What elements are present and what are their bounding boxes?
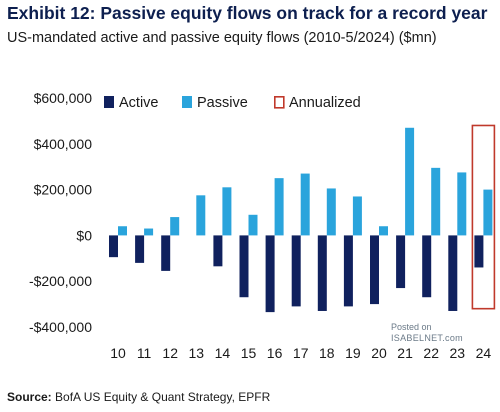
bar-active-10 [109, 235, 118, 258]
x-tick-11: 11 [137, 345, 152, 361]
chart-subtitle: US-mandated active and passive equity fl… [7, 30, 437, 46]
y-tick-5: -$400,000 [29, 319, 92, 335]
x-tick-20: 20 [371, 345, 387, 361]
bar-active-19 [343, 235, 353, 307]
bar-active-20 [370, 235, 379, 305]
x-tick-13: 13 [189, 345, 205, 361]
y-tick-3: $0 [76, 227, 92, 243]
bar-annualized-24 [471, 124, 496, 310]
watermark-site: ISABELNET.com [391, 333, 463, 343]
x-tick-14: 14 [215, 345, 231, 361]
bar-passive-21 [405, 127, 415, 236]
legend-swatch-annualized [273, 96, 285, 109]
watermark-posted-on: Posted on [391, 322, 432, 332]
bar-passive-13 [196, 195, 206, 236]
bar-active-18 [317, 235, 327, 311]
x-tick-19: 19 [345, 345, 361, 361]
x-tick-10: 10 [110, 345, 126, 361]
bar-active-24 [474, 235, 484, 268]
bar-passive-24 [483, 189, 493, 236]
bar-passive-23 [457, 172, 467, 236]
bar-passive-14 [222, 187, 232, 236]
bar-active-21 [396, 235, 406, 289]
x-tick-21: 21 [397, 345, 413, 361]
legend: Active Passive Annualized [104, 95, 361, 111]
legend-swatch-active [104, 96, 114, 108]
bar-passive-16 [274, 178, 284, 236]
bar-passive-17 [300, 173, 310, 236]
bar-active-23 [448, 235, 458, 311]
x-tick-18: 18 [319, 345, 335, 361]
y-tick-2: $200,000 [34, 182, 93, 198]
bar-passive-10 [118, 226, 127, 236]
x-tick-17: 17 [293, 345, 309, 361]
bar-passive-19 [352, 196, 362, 236]
source-text: BofA US Equity & Quant Strategy, EPFR [55, 390, 271, 404]
bar-passive-15 [248, 214, 258, 236]
legend-label-passive: Passive [197, 95, 248, 111]
x-tick-16: 16 [267, 345, 283, 361]
bars [109, 124, 496, 313]
x-tick-15: 15 [241, 345, 257, 361]
chart-title: Exhibit 12: Passive equity flows on trac… [7, 3, 488, 23]
legend-label-annualized: Annualized [289, 95, 361, 111]
source-label: Source: [7, 390, 52, 404]
bar-active-12 [161, 235, 171, 271]
bar-passive-12 [170, 217, 180, 236]
bar-active-17 [291, 235, 301, 307]
y-tick-0: $600,000 [34, 90, 93, 106]
legend-swatch-passive [182, 96, 192, 108]
bar-passive-11 [144, 228, 154, 236]
bar-active-16 [265, 235, 275, 313]
y-axis: $600,000 $400,000 $200,000 $0 -$200,000 -$400… [29, 90, 92, 335]
y-tick-1: $400,000 [34, 136, 93, 152]
bar-active-14 [213, 235, 223, 267]
legend-label-active: Active [119, 95, 159, 111]
bar-passive-22 [431, 167, 441, 236]
bar-active-22 [422, 235, 432, 298]
y-tick-4: -$200,000 [29, 273, 92, 289]
x-axis: 10 11 12 13 14 15 16 17 18 19 20 21 22 23 24 [110, 345, 491, 361]
bar-passive-20 [379, 226, 388, 236]
x-tick-22: 22 [423, 345, 439, 361]
bar-active-15 [239, 235, 249, 298]
x-tick-23: 23 [450, 345, 466, 361]
bar-active-11 [135, 235, 145, 263]
x-tick-24: 24 [476, 345, 492, 361]
x-tick-12: 12 [162, 345, 178, 361]
source-note: Source: BofA US Equity & Quant Strategy,… [7, 390, 270, 404]
bar-passive-18 [326, 188, 336, 236]
